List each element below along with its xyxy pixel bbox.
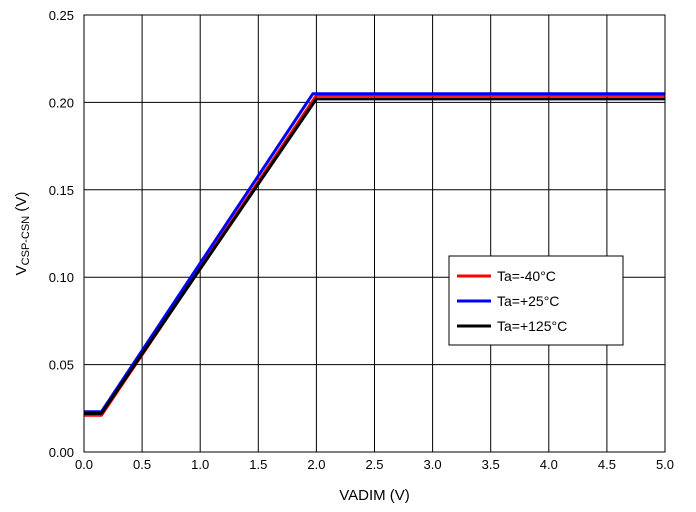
x-tick-labels: 0.0 0.5 1.0 1.5 2.0 2.5 3.0 3.5 4.0 4.5 5.0 (75, 457, 674, 472)
y-tick-label: 0.20 (49, 95, 74, 110)
legend-label-0: Ta=-40°C (497, 268, 556, 284)
y-axis-title: VCSP-CSN (V) (13, 192, 32, 276)
y-axis-title-unit: (V) (13, 192, 30, 216)
x-tick-label: 4.5 (598, 457, 616, 472)
grid (83, 14, 666, 453)
x-axis-title: VADIM (V) (339, 487, 410, 504)
series-line-2 (84, 97, 665, 415)
x-tick-label: 2.5 (365, 457, 383, 472)
x-tick-label: 2.0 (307, 457, 325, 472)
legend-label-2: Ta=+125°C (497, 318, 567, 334)
y-axis-title-main: V (13, 265, 30, 275)
y-tick-label: 0.15 (49, 183, 74, 198)
y-axis-title-sub: CSP-CSN (20, 216, 32, 266)
y-tick-label: 0.05 (49, 358, 74, 373)
x-tick-label: 1.0 (191, 457, 209, 472)
legend: Ta=-40°C Ta=+25°C Ta=+125°C (448, 255, 624, 346)
x-tick-label: 5.0 (656, 457, 674, 472)
x-tick-label: 1.5 (249, 457, 267, 472)
legend-label-1: Ta=+25°C (497, 293, 559, 309)
svg-text:VCSP-CSN (V): VCSP-CSN (V) (13, 192, 32, 276)
y-tick-label: 0.00 (49, 445, 74, 460)
y-tick-label: 0.10 (49, 270, 74, 285)
x-tick-label: 3.0 (424, 457, 442, 472)
y-tick-labels: 0.00 0.05 0.10 0.15 0.20 0.25 (49, 8, 74, 460)
y-tick-label: 0.25 (49, 8, 74, 23)
x-tick-label: 4.0 (540, 457, 558, 472)
x-tick-label: 3.5 (482, 457, 500, 472)
x-tick-label: 0.5 (133, 457, 151, 472)
series-lines (84, 92, 665, 417)
x-tick-label: 0.0 (75, 457, 93, 472)
plot-frame (83, 14, 666, 453)
series-line-1 (84, 92, 665, 414)
